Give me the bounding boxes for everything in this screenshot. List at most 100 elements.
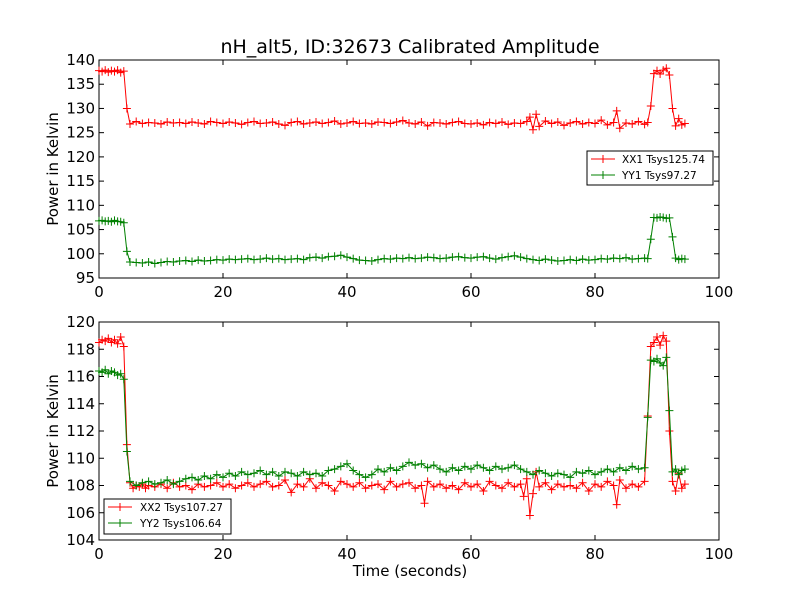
data-point bbox=[126, 119, 134, 128]
data-point bbox=[200, 482, 209, 491]
data-point bbox=[547, 119, 556, 128]
data-point bbox=[417, 254, 426, 263]
data-point bbox=[578, 478, 587, 487]
y-tick-label: 110 bbox=[66, 196, 95, 214]
data-point bbox=[665, 71, 674, 80]
data-point bbox=[374, 480, 382, 489]
data-point bbox=[591, 255, 599, 264]
data-point bbox=[181, 119, 190, 128]
data-point bbox=[219, 473, 227, 482]
data-point bbox=[398, 254, 407, 263]
data-point bbox=[498, 484, 506, 493]
data-point bbox=[597, 482, 606, 491]
data-point bbox=[532, 110, 541, 119]
data-point bbox=[628, 462, 637, 471]
legend-marker-xx1 bbox=[599, 155, 607, 163]
data-point bbox=[150, 259, 159, 268]
data-point bbox=[169, 258, 178, 267]
data-point bbox=[367, 257, 376, 266]
data-point bbox=[522, 474, 531, 483]
data-point bbox=[656, 341, 665, 350]
data-point bbox=[541, 478, 550, 487]
data-point bbox=[200, 119, 209, 128]
legend-label-yy2: YY2 Tsys106.64 bbox=[139, 518, 222, 530]
data-point bbox=[398, 116, 407, 125]
data-point bbox=[250, 482, 258, 491]
data-point bbox=[597, 467, 606, 476]
data-point bbox=[460, 478, 469, 487]
figure-title: nH_alt5, ID:32673 Calibrated Amplitude bbox=[220, 36, 599, 58]
data-point bbox=[423, 477, 432, 486]
data-point bbox=[386, 255, 395, 264]
data-point bbox=[119, 375, 128, 384]
data-point bbox=[386, 477, 395, 486]
legend-box bbox=[586, 150, 714, 186]
data-point bbox=[299, 467, 308, 476]
data-point bbox=[541, 117, 550, 126]
data-point bbox=[442, 467, 451, 476]
data-point bbox=[597, 116, 606, 125]
data-point bbox=[612, 500, 621, 509]
data-point bbox=[262, 254, 271, 263]
data-point bbox=[662, 64, 671, 73]
data-point bbox=[491, 462, 500, 471]
x-tick-label: 40 bbox=[337, 545, 356, 563]
data-point bbox=[649, 338, 658, 347]
data-point bbox=[423, 121, 432, 130]
data-point bbox=[281, 121, 289, 130]
y-tick-label: 115 bbox=[66, 172, 95, 190]
data-point bbox=[612, 106, 621, 115]
data-point bbox=[442, 484, 451, 493]
data-point bbox=[163, 484, 172, 493]
subplot-bottom-legend: XX2 Tsys107.27 YY2 Tsys106.64 bbox=[103, 498, 232, 535]
data-point bbox=[560, 482, 568, 491]
data-point bbox=[225, 118, 234, 127]
data-point bbox=[188, 118, 196, 127]
data-point bbox=[318, 254, 327, 263]
data-point bbox=[609, 467, 618, 476]
y-tick-label: 114 bbox=[66, 395, 95, 413]
data-point bbox=[603, 255, 612, 264]
data-point bbox=[287, 118, 296, 127]
data-point bbox=[169, 480, 178, 489]
data-point bbox=[312, 118, 320, 127]
data-point bbox=[615, 476, 624, 485]
data-point bbox=[467, 254, 475, 263]
data-point bbox=[405, 478, 413, 487]
data-point bbox=[212, 118, 221, 127]
data-point bbox=[448, 463, 457, 472]
data-point bbox=[547, 256, 556, 265]
data-point bbox=[429, 482, 438, 491]
data-point bbox=[336, 462, 345, 471]
data-point bbox=[578, 469, 587, 478]
data-point bbox=[150, 480, 159, 489]
data-point bbox=[566, 255, 575, 264]
subplot-top-series bbox=[95, 64, 689, 268]
legend-box bbox=[103, 498, 232, 535]
data-point bbox=[157, 258, 165, 267]
data-point bbox=[653, 354, 661, 363]
data-point bbox=[485, 118, 494, 127]
x-tick-label: 20 bbox=[213, 545, 232, 563]
subplot-top-legend: XX1 Tsys125.74 YY1 Tsys97.27 bbox=[586, 150, 714, 186]
x-tick-label: 60 bbox=[461, 283, 480, 301]
data-point bbox=[349, 466, 358, 475]
data-point bbox=[237, 481, 246, 490]
data-point bbox=[674, 470, 683, 479]
data-point bbox=[665, 406, 674, 415]
data-point bbox=[374, 255, 382, 264]
data-point bbox=[188, 473, 196, 482]
data-point bbox=[150, 118, 159, 127]
data-point bbox=[665, 427, 674, 435]
data-point bbox=[603, 120, 612, 129]
x-tick-label: 100 bbox=[705, 283, 734, 301]
data-point bbox=[510, 461, 519, 470]
data-point bbox=[250, 469, 258, 478]
data-point bbox=[349, 117, 358, 126]
data-point bbox=[485, 477, 494, 486]
y-tick-label: 106 bbox=[66, 504, 95, 522]
data-point bbox=[643, 254, 652, 263]
subplot-bottom-ticks: 0 20 40 60 80 100 104 106 108 110 112 114 116 118 120 bbox=[66, 313, 733, 563]
data-point bbox=[668, 104, 677, 113]
data-point bbox=[473, 480, 482, 489]
